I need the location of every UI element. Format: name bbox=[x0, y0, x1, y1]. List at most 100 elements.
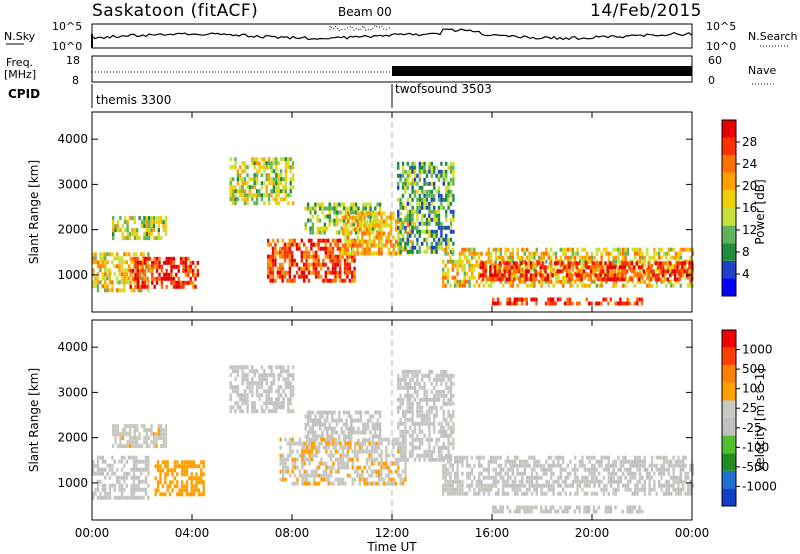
echo-cell bbox=[374, 410, 377, 415]
echo-cell bbox=[413, 233, 417, 238]
echo-cell bbox=[674, 463, 678, 468]
echo-cell bbox=[316, 418, 319, 423]
echo-cell bbox=[101, 495, 104, 500]
echo-cell bbox=[313, 473, 316, 478]
echo-cell bbox=[653, 487, 656, 492]
echo-cell bbox=[653, 471, 656, 476]
echo-cell bbox=[636, 297, 639, 302]
echo-cell bbox=[449, 255, 452, 260]
echo-cell bbox=[190, 480, 193, 485]
echo-cell bbox=[344, 239, 347, 244]
echo-cell bbox=[347, 426, 351, 431]
echo-cell bbox=[598, 459, 601, 464]
echo-cell bbox=[350, 210, 353, 215]
colorbar-segment bbox=[722, 120, 736, 138]
echo-cell bbox=[667, 479, 670, 484]
echo-cell bbox=[421, 453, 424, 458]
echo-cell bbox=[287, 409, 290, 414]
echo-cell bbox=[533, 475, 536, 480]
echo-cell bbox=[323, 422, 327, 427]
echo-cell bbox=[607, 301, 610, 306]
echo-cell bbox=[147, 288, 150, 293]
echo-cell bbox=[296, 449, 299, 454]
echo-cell bbox=[180, 488, 184, 493]
echo-cell bbox=[248, 369, 252, 374]
echo-cell bbox=[350, 418, 353, 423]
echo-cell bbox=[274, 242, 277, 247]
echo-cell bbox=[351, 465, 354, 470]
echo-cell bbox=[552, 301, 555, 306]
echo-cell bbox=[409, 409, 412, 414]
echo-cell bbox=[449, 229, 453, 234]
echo-cell bbox=[411, 393, 414, 398]
echo-cell bbox=[231, 389, 235, 394]
echo-cell bbox=[581, 475, 584, 480]
echo-cell bbox=[116, 252, 119, 257]
echo-cell bbox=[677, 255, 680, 260]
echo-cell bbox=[282, 177, 285, 182]
echo-cell bbox=[638, 479, 642, 484]
echo-cell bbox=[583, 263, 586, 268]
echo-cell bbox=[272, 405, 276, 410]
echo-cell bbox=[353, 469, 357, 474]
x-tick-label: 08:00 bbox=[275, 526, 310, 540]
echo-cell bbox=[271, 270, 275, 275]
echo-cell bbox=[323, 418, 327, 423]
echo-cell bbox=[342, 438, 346, 443]
echo-cell bbox=[547, 487, 550, 492]
echo-cell bbox=[452, 413, 455, 418]
echo-cell bbox=[378, 434, 382, 439]
echo-cell bbox=[594, 261, 598, 266]
echo-cell bbox=[308, 473, 311, 478]
echo-cell bbox=[623, 265, 626, 270]
echo-cell bbox=[92, 467, 95, 472]
echo-cell bbox=[239, 193, 242, 198]
echo-cell bbox=[576, 267, 579, 272]
echo-cell bbox=[602, 297, 605, 302]
echo-cell bbox=[490, 475, 493, 480]
echo-cell bbox=[411, 225, 414, 230]
echo-cell bbox=[140, 487, 143, 492]
echo-cell bbox=[540, 487, 543, 492]
echo-cell bbox=[397, 377, 400, 382]
echo-cell bbox=[456, 471, 459, 476]
echo-cell bbox=[641, 463, 644, 468]
echo-cell bbox=[409, 169, 412, 174]
echo-cell bbox=[503, 265, 506, 270]
echo-cell bbox=[518, 297, 521, 302]
echo-cell bbox=[466, 491, 469, 496]
echo-cell bbox=[404, 205, 407, 210]
echo-cell bbox=[377, 453, 381, 458]
echo-cell bbox=[440, 221, 443, 226]
echo-cell bbox=[610, 483, 613, 488]
echo-cell bbox=[352, 206, 355, 211]
echo-cell bbox=[338, 414, 341, 419]
echo-cell bbox=[636, 491, 639, 496]
echo-cell bbox=[413, 369, 417, 374]
echo-cell bbox=[148, 220, 151, 225]
echo-cell bbox=[140, 467, 143, 472]
echo-cell bbox=[478, 255, 481, 260]
echo-cell bbox=[401, 453, 405, 458]
echo-cell bbox=[600, 479, 603, 484]
echo-cell bbox=[609, 509, 612, 514]
echo-cell bbox=[404, 445, 407, 450]
echo-cell bbox=[442, 393, 445, 398]
echo-cell bbox=[452, 393, 455, 398]
echo-cell bbox=[577, 277, 581, 282]
echo-cell bbox=[535, 491, 538, 496]
echo-cell bbox=[631, 263, 634, 268]
echo-cell bbox=[538, 459, 541, 464]
echo-cell bbox=[104, 272, 107, 277]
echo-cell bbox=[484, 269, 487, 274]
echo-cell bbox=[473, 251, 476, 256]
echo-cell bbox=[143, 424, 146, 429]
echo-cell bbox=[236, 169, 240, 174]
echo-cell bbox=[246, 397, 249, 402]
echo-cell bbox=[406, 373, 409, 378]
echo-cell bbox=[331, 270, 335, 275]
echo-cell bbox=[148, 236, 151, 241]
echo-cell bbox=[589, 269, 593, 274]
echo-cell bbox=[269, 242, 272, 247]
echo-cell bbox=[451, 267, 454, 272]
